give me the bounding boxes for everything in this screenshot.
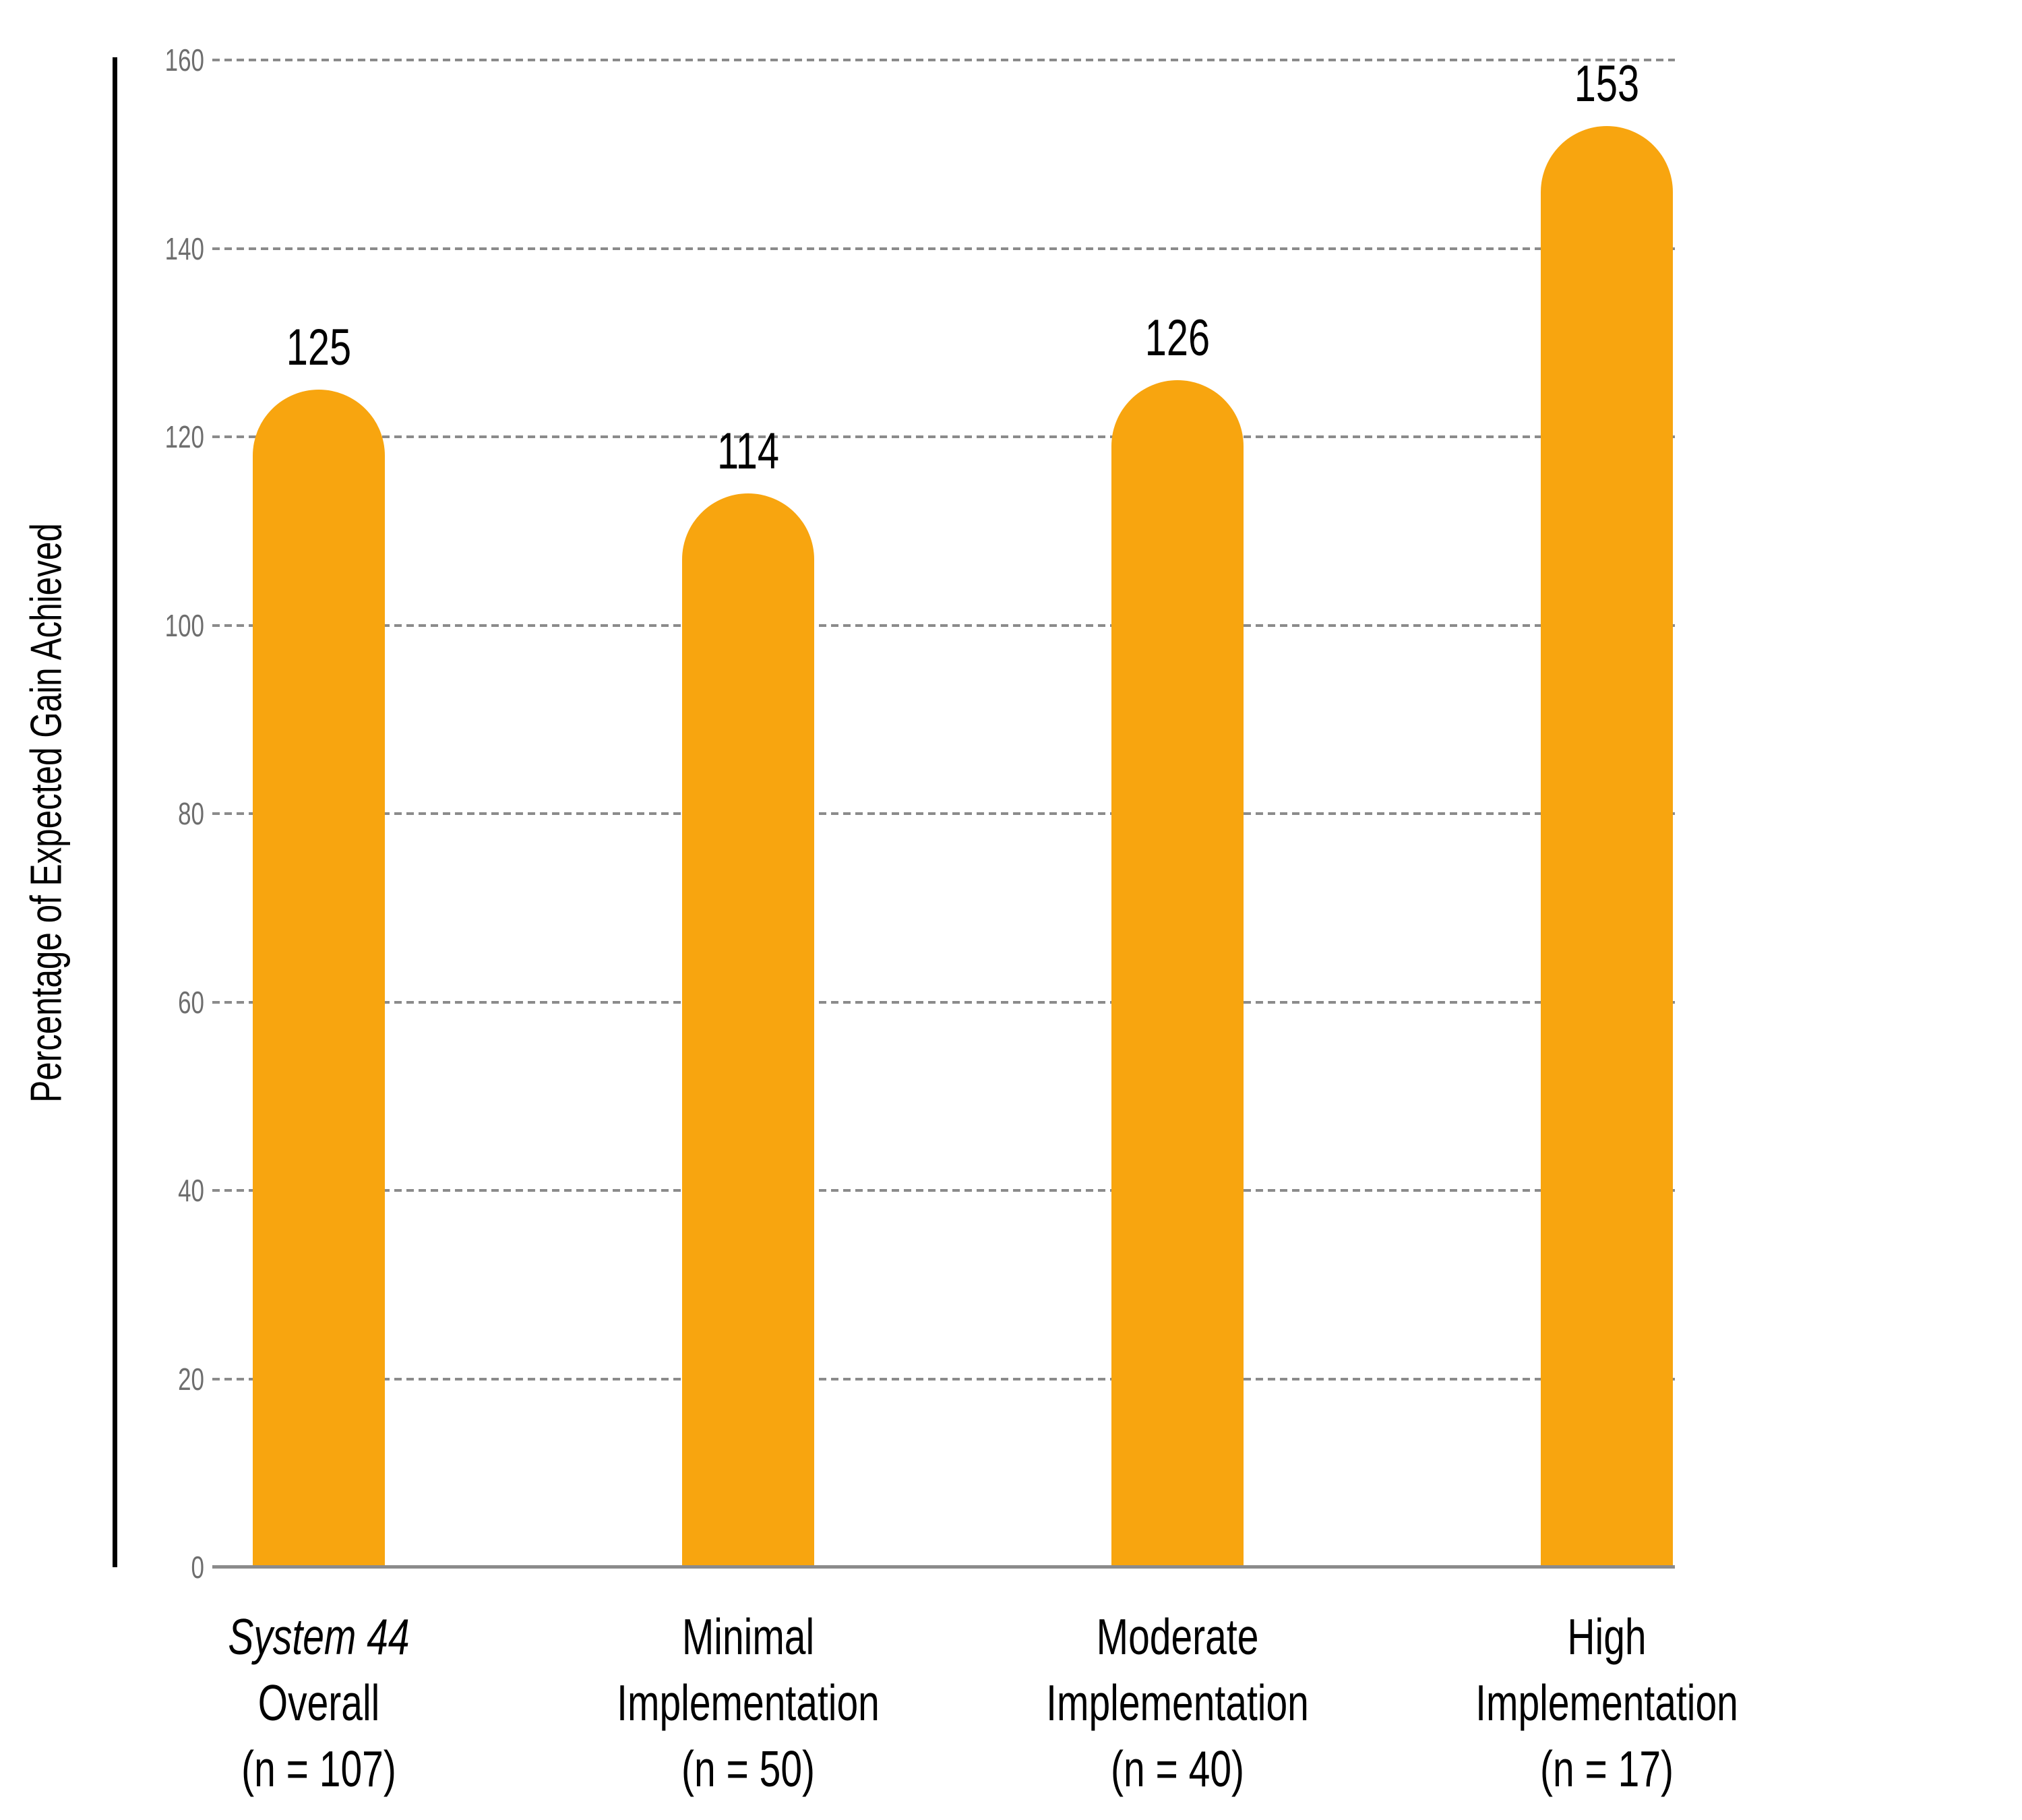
category-label-line: Overall xyxy=(257,1674,380,1731)
gridline xyxy=(212,1377,1675,1381)
category-label-line: Implementation xyxy=(617,1674,880,1731)
bar-value-label: 125 xyxy=(286,319,352,377)
gridline xyxy=(212,435,1675,438)
category-label-line: (n = 50) xyxy=(681,1740,816,1797)
y-axis-title: Percentage of Expected Gain Achieved xyxy=(21,523,71,1103)
category-label-line: (n = 17) xyxy=(1539,1740,1674,1797)
gridline xyxy=(212,59,1675,61)
bar xyxy=(253,390,385,1567)
y-tick-label: 80 xyxy=(178,796,204,831)
y-axis-line xyxy=(113,57,117,1567)
y-tick-label: 120 xyxy=(164,419,204,454)
bar xyxy=(1541,125,1673,1567)
y-tick-label: 140 xyxy=(164,231,204,266)
y-tick-label: 40 xyxy=(178,1173,204,1208)
y-tick-label: 20 xyxy=(178,1361,204,1397)
y-tick-label: 0 xyxy=(191,1550,204,1585)
category-label-line: Moderate xyxy=(1096,1608,1259,1665)
gridline xyxy=(212,624,1675,627)
bar xyxy=(1111,380,1244,1567)
y-tick-label: 160 xyxy=(164,42,204,78)
bar-value-label: 126 xyxy=(1144,309,1211,367)
gridline xyxy=(212,1189,1675,1192)
category-label-line: (n = 40) xyxy=(1110,1740,1245,1797)
x-axis-line xyxy=(212,1565,1675,1569)
y-tick-label: 100 xyxy=(164,607,204,643)
category-label: System 44 Overall (n = 107) xyxy=(150,1604,488,1802)
category-label: High Implementation (n = 17) xyxy=(1438,1604,1776,1802)
category-label-line: Minimal xyxy=(681,1608,815,1665)
bar-value-label: 153 xyxy=(1574,55,1640,113)
category-label-line: Implementation xyxy=(1475,1674,1738,1731)
gridline xyxy=(212,247,1675,250)
category-label-line: High xyxy=(1567,1608,1647,1665)
bar-value-label: 114 xyxy=(716,422,780,480)
category-label-line: System 44 xyxy=(228,1608,410,1665)
category-label: Minimal Implementation (n = 50) xyxy=(579,1604,917,1802)
category-label: Moderate Implementation (n = 40) xyxy=(1008,1604,1347,1802)
bar xyxy=(682,493,814,1567)
gridline xyxy=(212,812,1675,815)
category-label-line: Implementation xyxy=(1046,1674,1309,1731)
y-tick-label: 60 xyxy=(178,984,204,1020)
gridline xyxy=(212,1000,1675,1004)
category-label-line: (n = 107) xyxy=(241,1740,396,1797)
